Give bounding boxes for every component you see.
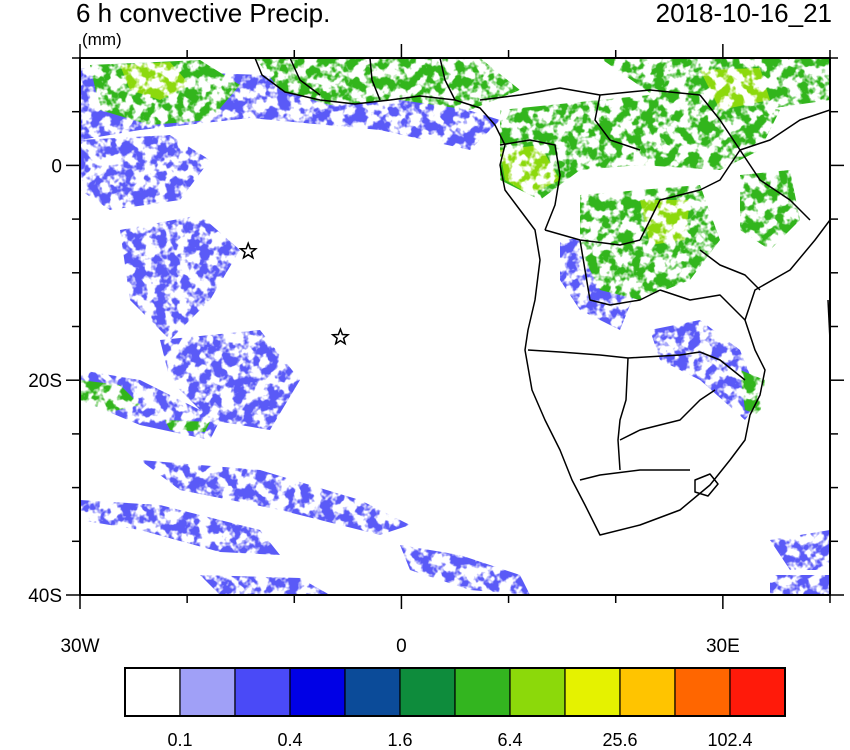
country-border [699, 249, 761, 291]
colorbar-box [234, 667, 291, 717]
colorbar-box [619, 667, 676, 717]
axis-ticks [66, 44, 844, 609]
valid-datetime: 2018-10-16_21 [655, 0, 832, 28]
precip-field [80, 58, 830, 595]
x-tick-label: 30W [60, 636, 99, 657]
y-tick-label: 20S [28, 371, 62, 392]
colorbar-box [289, 667, 346, 717]
country-border [617, 357, 629, 471]
star-marker [238, 241, 258, 260]
x-tick-label: 30E [706, 636, 740, 657]
country-border [699, 94, 830, 151]
colorbar-box [124, 667, 181, 717]
colorbar-box [454, 667, 511, 717]
colorbar-box [344, 667, 401, 717]
colorbar: 0.1 0.4 1.6 6.4 25.6 102.4 [124, 667, 786, 750]
colorbar-label: 102.4 [707, 730, 752, 750]
colorbar-box [564, 667, 621, 717]
country-border [579, 469, 690, 481]
country-border [439, 58, 456, 101]
country-border [527, 349, 701, 359]
map-title: 6 h convective Precip. [76, 0, 331, 28]
coastlines-borders [254, 58, 830, 536]
colorbar-box [399, 667, 456, 717]
station-markers [238, 241, 351, 346]
colorbar-box [179, 667, 236, 717]
country-border [579, 239, 661, 306]
country-border [594, 94, 641, 151]
axis-tick-labels: 0 20S 40S 30W 0 30E [28, 156, 740, 657]
colorbar-label: 0.1 [167, 730, 192, 750]
y-tick-label: 0 [51, 156, 62, 177]
country-border [544, 229, 641, 246]
country-border [639, 149, 741, 241]
country-border [499, 139, 561, 231]
country-border [619, 389, 716, 441]
country-border [659, 289, 746, 321]
colorbar-box [729, 667, 786, 717]
colorbar-label: 25.6 [602, 730, 637, 750]
country-border [289, 58, 321, 96]
country-border [369, 58, 381, 101]
africa-coastline [254, 58, 830, 536]
colorbar-box [674, 667, 731, 717]
country-border [739, 149, 811, 221]
colorbar-box [509, 667, 566, 717]
country-border [699, 351, 746, 381]
colorbar-label: 6.4 [497, 730, 522, 750]
colorbar-frame [124, 667, 786, 717]
colorbar-label: 1.6 [387, 730, 412, 750]
lesotho-border [694, 473, 719, 497]
x-tick-label: 0 [396, 636, 407, 657]
y-tick-label: 40S [28, 586, 62, 607]
star-marker [330, 327, 351, 346]
country-border [479, 87, 701, 101]
units-label: (mm) [82, 30, 122, 49]
colorbar-label: 0.4 [277, 730, 302, 750]
